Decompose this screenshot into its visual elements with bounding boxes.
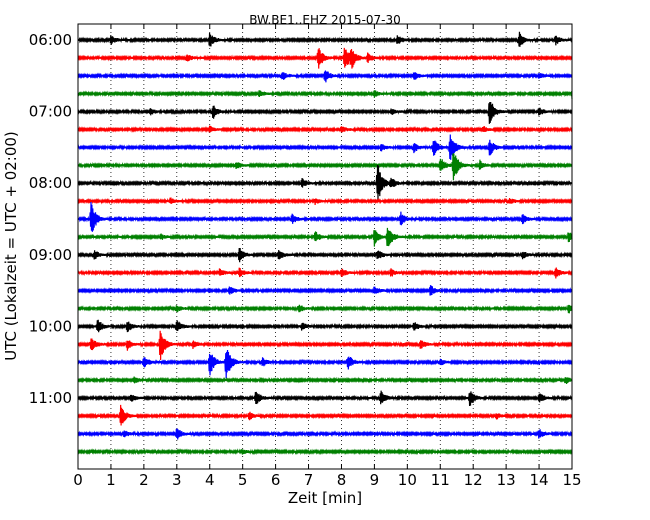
trace-1115 xyxy=(77,404,573,426)
y-tick-label: 06:00 xyxy=(29,31,72,49)
x-tick-label: 0 xyxy=(73,471,83,489)
x-tick-label: 9 xyxy=(370,471,380,489)
plot-frame xyxy=(77,23,573,470)
trace-0615 xyxy=(77,47,573,69)
trace-0745 xyxy=(77,153,573,181)
plot-area xyxy=(78,24,572,469)
x-axis: 0 1 2 3 4 5 6 7 8 9 10 11 12 13 14 15 xyxy=(73,24,582,489)
trace-0815 xyxy=(77,197,573,206)
trace-0900 xyxy=(77,247,573,263)
x-tick-label: 14 xyxy=(530,471,549,489)
x-tick-label: 6 xyxy=(271,471,281,489)
x-tick-label: 15 xyxy=(562,471,581,489)
y-tick-label: 07:00 xyxy=(29,103,72,121)
y-tick-label: 09:00 xyxy=(29,246,72,264)
y-tick-label: 08:00 xyxy=(29,174,72,192)
x-tick-label: 13 xyxy=(497,471,516,489)
trace-1130 xyxy=(77,428,573,440)
trace-0830 xyxy=(77,201,573,232)
trace-0915 xyxy=(77,267,573,279)
y-tick-label: 11:00 xyxy=(29,389,72,407)
trace-0630 xyxy=(77,70,573,83)
trace-0930 xyxy=(77,285,573,296)
x-axis-label: Zeit [min] xyxy=(288,489,362,507)
trace-0800 xyxy=(77,165,573,201)
x-tick-label: 2 xyxy=(139,471,149,489)
trace-1145 xyxy=(77,448,573,456)
x-tick-label: 3 xyxy=(172,471,182,489)
trace-1015 xyxy=(77,330,573,361)
y-axis-label: UTC (Lokalzeit = UTC + 02:00) xyxy=(2,131,20,361)
x-tick-label: 7 xyxy=(304,471,314,489)
x-tick-label: 10 xyxy=(398,471,417,489)
trace-1030 xyxy=(77,350,573,379)
trace-0730 xyxy=(77,134,573,160)
trace-0645 xyxy=(77,90,573,100)
trace-0715 xyxy=(77,125,573,134)
trace-0845 xyxy=(77,227,573,247)
trace-1045 xyxy=(77,376,573,385)
x-tick-label: 5 xyxy=(238,471,248,489)
trace-1100 xyxy=(77,390,573,407)
y-axis: 06:00 07:00 08:00 09:00 10:00 11:00 xyxy=(29,31,572,407)
trace-0600 xyxy=(77,31,573,47)
trace-0945 xyxy=(77,304,573,314)
x-tick-label: 11 xyxy=(431,471,450,489)
y-tick-label: 10:00 xyxy=(29,317,72,335)
x-tick-label: 8 xyxy=(337,471,347,489)
trace-0700 xyxy=(77,101,573,124)
x-tick-label: 12 xyxy=(464,471,483,489)
x-tick-label: 4 xyxy=(205,471,215,489)
x-tick-label: 1 xyxy=(106,471,116,489)
trace-1000 xyxy=(77,319,573,333)
traces xyxy=(77,31,573,456)
